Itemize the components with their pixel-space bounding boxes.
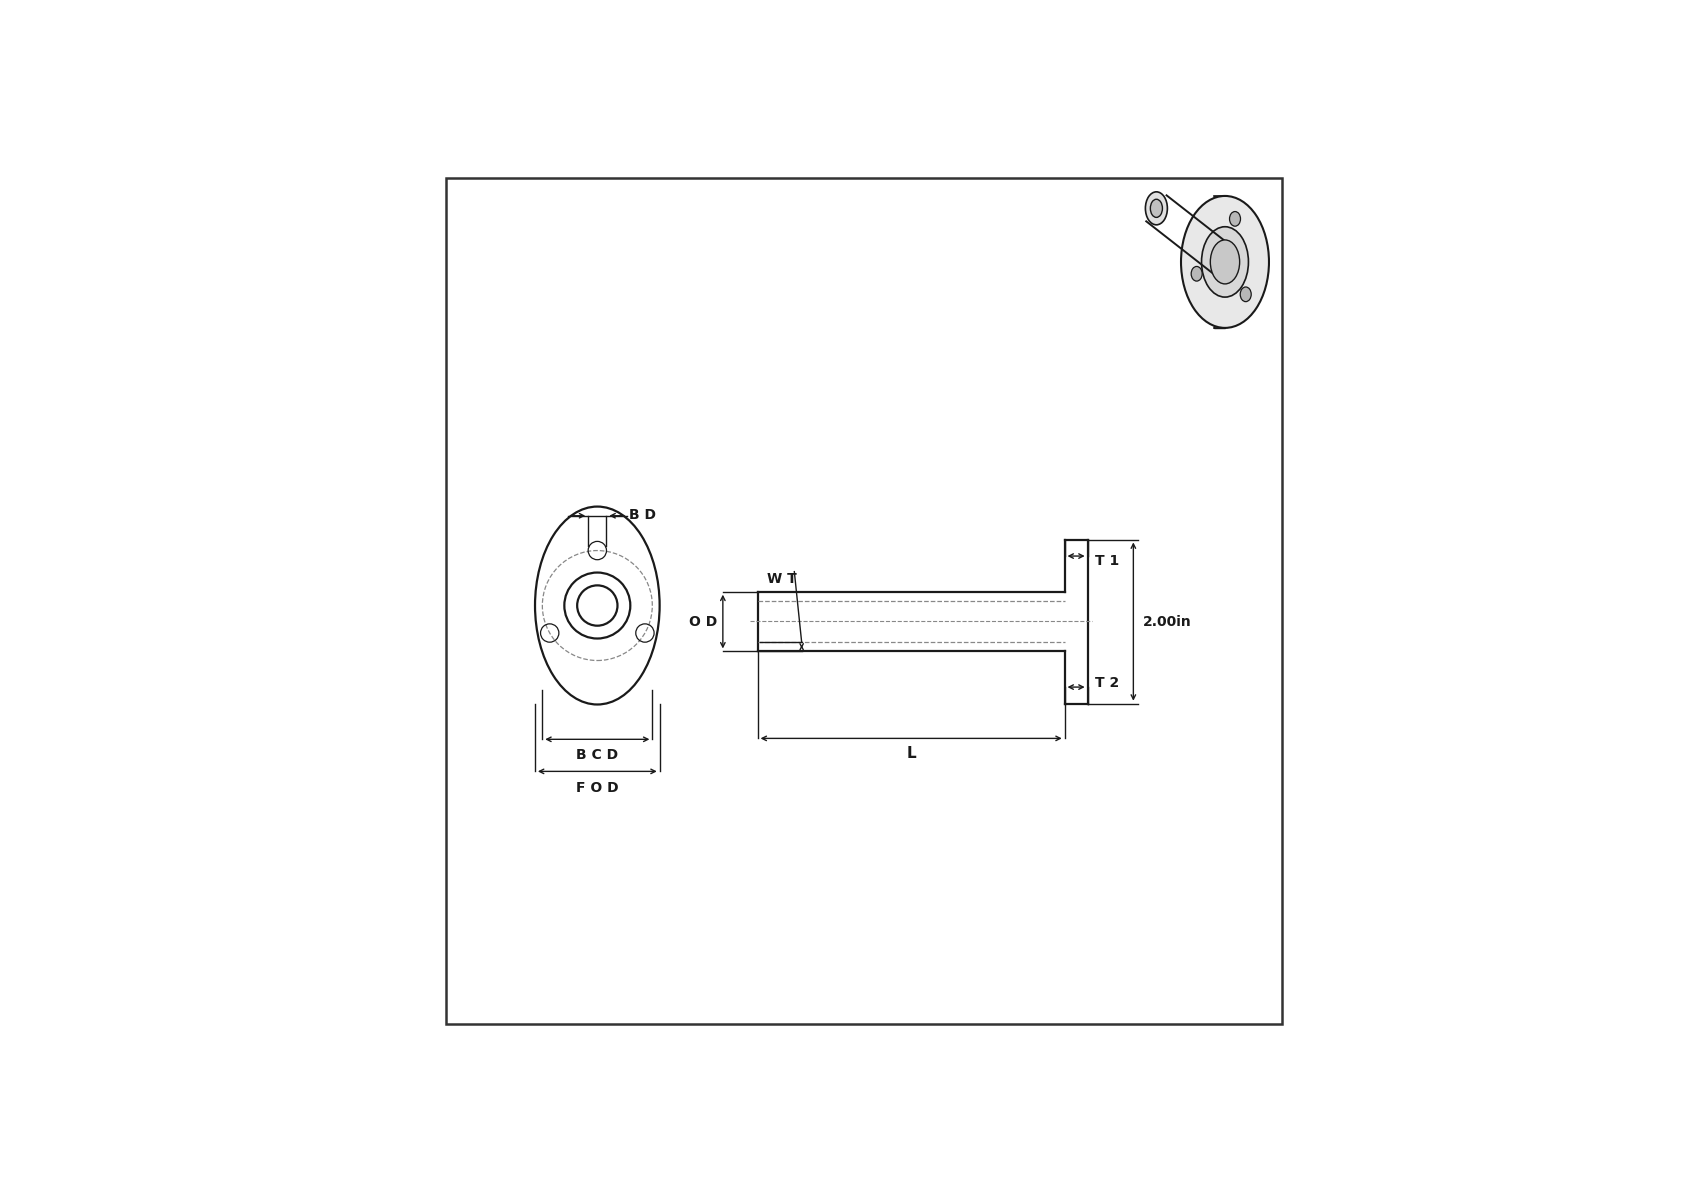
Ellipse shape	[1239, 287, 1251, 301]
Ellipse shape	[1150, 199, 1162, 218]
Ellipse shape	[1211, 240, 1239, 284]
Text: 2.00in: 2.00in	[1142, 614, 1191, 628]
Ellipse shape	[1191, 267, 1202, 281]
Text: L: L	[906, 746, 916, 760]
Text: T 2: T 2	[1095, 676, 1120, 689]
Text: F O D: F O D	[576, 781, 618, 795]
Text: O D: O D	[689, 614, 717, 628]
Text: B D: B D	[630, 508, 657, 522]
Text: T 1: T 1	[1095, 553, 1120, 568]
Ellipse shape	[1201, 227, 1248, 298]
Ellipse shape	[1229, 212, 1241, 226]
Ellipse shape	[1180, 196, 1270, 328]
Ellipse shape	[1145, 192, 1167, 225]
Bar	[1214, 196, 1224, 328]
Text: W T: W T	[768, 571, 797, 585]
Text: B C D: B C D	[576, 749, 618, 763]
